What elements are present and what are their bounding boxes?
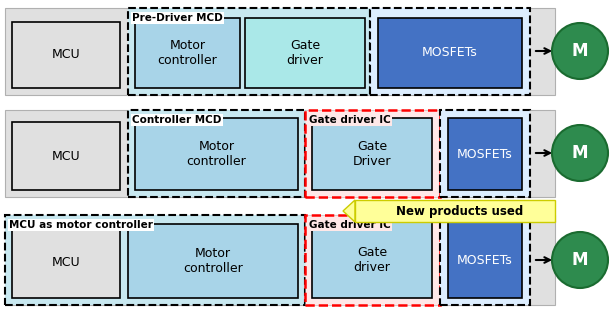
Bar (370, 8, 530, 95)
Bar (378, 18, 522, 88)
Text: MOSFETs: MOSFETs (457, 254, 513, 266)
Bar (12, 22, 120, 88)
Bar (128, 224, 298, 298)
Text: Motor
controller: Motor controller (157, 39, 217, 67)
Text: MCU: MCU (52, 49, 81, 61)
Bar (312, 118, 432, 190)
Bar (440, 110, 530, 197)
Text: MOSFETs: MOSFETs (422, 47, 478, 60)
Circle shape (552, 232, 608, 288)
Text: New products used: New products used (396, 204, 523, 217)
Bar (128, 8, 370, 95)
Text: Gate driver IC: Gate driver IC (309, 115, 391, 125)
Bar (5, 8, 555, 95)
Bar (355, 200, 555, 222)
Text: MOSFETs: MOSFETs (457, 147, 513, 161)
Text: Controller MCD: Controller MCD (132, 115, 221, 125)
Text: M: M (572, 251, 588, 269)
Bar (305, 215, 440, 305)
Bar (5, 110, 555, 197)
Bar (135, 18, 240, 88)
Bar (245, 18, 365, 88)
Circle shape (552, 23, 608, 79)
Bar (12, 228, 120, 298)
Text: Motor
controller: Motor controller (183, 247, 243, 275)
Text: Gate
Driver: Gate Driver (353, 140, 391, 168)
Bar (448, 118, 522, 190)
Bar (312, 222, 432, 298)
Polygon shape (343, 200, 355, 222)
Bar (448, 222, 522, 298)
Bar (440, 215, 530, 305)
Bar (305, 110, 440, 197)
Bar (135, 118, 298, 190)
Bar (5, 215, 305, 305)
Text: MCU: MCU (52, 150, 81, 163)
Text: Gate
driver: Gate driver (287, 39, 323, 67)
Bar (12, 122, 120, 190)
Text: Gate
driver: Gate driver (354, 246, 390, 274)
Bar (128, 110, 305, 197)
Text: Motor
controller: Motor controller (187, 140, 246, 168)
Text: M: M (572, 144, 588, 162)
Text: MCU as motor controller: MCU as motor controller (9, 220, 153, 230)
Text: Gate driver IC: Gate driver IC (309, 220, 391, 230)
Circle shape (552, 125, 608, 181)
Text: MCU: MCU (52, 256, 81, 270)
Bar (5, 215, 555, 305)
Text: Pre-Driver MCD: Pre-Driver MCD (132, 13, 223, 23)
Text: M: M (572, 42, 588, 60)
